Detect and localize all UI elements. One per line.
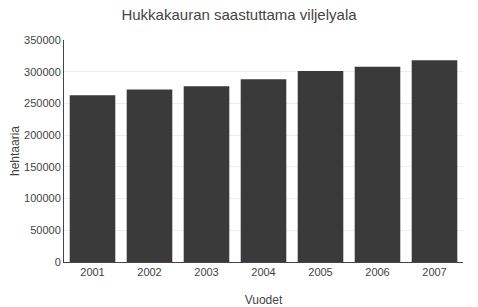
svg-text:100000: 100000 [24,192,61,204]
svg-text:2006: 2006 [365,266,389,278]
svg-text:250000: 250000 [24,97,61,109]
svg-text:2005: 2005 [308,266,332,278]
svg-text:50000: 50000 [30,224,61,236]
svg-text:200000: 200000 [24,129,61,141]
svg-text:2001: 2001 [80,266,104,278]
svg-text:350000: 350000 [24,34,61,46]
svg-text:2004: 2004 [251,266,275,278]
svg-text:0: 0 [55,256,61,268]
svg-text:Hukkakauran saastuttama viljel: Hukkakauran saastuttama viljelyala [121,6,357,23]
svg-text:2007: 2007 [422,266,446,278]
svg-text:2003: 2003 [194,266,218,278]
svg-text:2002: 2002 [137,266,161,278]
svg-text:Vuodet: Vuodet [245,293,283,307]
svg-text:150000: 150000 [24,161,61,173]
svg-text:300000: 300000 [24,66,61,78]
svg-text:hehtaaria: hehtaaria [8,126,22,176]
